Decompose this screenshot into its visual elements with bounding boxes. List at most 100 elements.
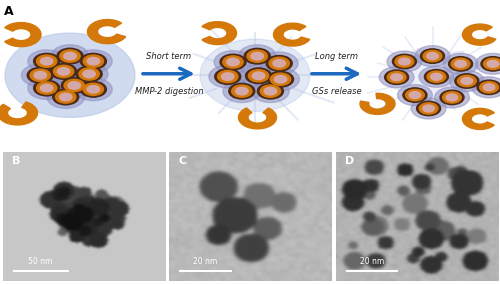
Wedge shape — [4, 23, 41, 47]
Circle shape — [416, 101, 440, 116]
Circle shape — [481, 57, 500, 71]
Text: 20 nm: 20 nm — [360, 257, 384, 266]
Circle shape — [58, 68, 70, 75]
Circle shape — [80, 53, 106, 69]
Circle shape — [222, 73, 234, 80]
Circle shape — [227, 58, 239, 66]
Circle shape — [443, 53, 478, 74]
Circle shape — [74, 50, 112, 72]
Circle shape — [80, 82, 106, 97]
Circle shape — [45, 60, 82, 83]
Circle shape — [273, 60, 285, 67]
Circle shape — [455, 74, 479, 88]
Circle shape — [64, 80, 84, 92]
Circle shape — [427, 71, 446, 82]
Wedge shape — [462, 24, 496, 45]
Circle shape — [64, 52, 76, 60]
Circle shape — [262, 68, 300, 91]
Circle shape — [209, 65, 246, 88]
Wedge shape — [360, 93, 395, 114]
Circle shape — [388, 72, 406, 83]
Circle shape — [34, 72, 46, 79]
Wedge shape — [202, 22, 236, 45]
Circle shape — [476, 53, 500, 74]
Circle shape — [403, 88, 427, 102]
Circle shape — [426, 53, 438, 60]
Circle shape — [484, 58, 500, 70]
Wedge shape — [462, 108, 494, 130]
Circle shape — [238, 45, 276, 68]
Circle shape — [391, 74, 402, 81]
Circle shape — [51, 45, 89, 67]
Text: 50 nm: 50 nm — [28, 257, 53, 266]
Circle shape — [264, 87, 276, 95]
Text: GSs release: GSs release — [312, 87, 362, 96]
Circle shape — [83, 55, 103, 67]
Text: C: C — [179, 156, 187, 166]
Circle shape — [448, 57, 472, 71]
Circle shape — [214, 51, 252, 73]
Circle shape — [451, 58, 470, 70]
Circle shape — [484, 84, 495, 91]
Circle shape — [251, 53, 264, 60]
Circle shape — [220, 54, 246, 70]
Wedge shape — [0, 102, 38, 125]
Circle shape — [36, 55, 57, 67]
Circle shape — [387, 51, 422, 72]
Circle shape — [480, 82, 498, 93]
Ellipse shape — [5, 33, 135, 117]
Circle shape — [223, 80, 260, 103]
Circle shape — [74, 78, 112, 101]
Circle shape — [56, 91, 76, 103]
Circle shape — [56, 74, 93, 97]
Circle shape — [252, 80, 289, 103]
Circle shape — [440, 90, 464, 105]
Circle shape — [472, 77, 500, 98]
Circle shape — [28, 50, 66, 72]
Circle shape — [398, 85, 432, 106]
Circle shape — [395, 56, 414, 67]
Circle shape — [260, 52, 298, 75]
Circle shape — [34, 80, 60, 96]
Circle shape — [27, 67, 53, 83]
Text: B: B — [12, 156, 20, 166]
Circle shape — [461, 78, 472, 84]
Circle shape — [384, 70, 408, 84]
Circle shape — [260, 85, 280, 97]
Circle shape — [455, 60, 466, 67]
Text: D: D — [345, 156, 354, 166]
Circle shape — [232, 85, 252, 97]
Circle shape — [430, 73, 442, 80]
Circle shape — [268, 71, 293, 87]
Circle shape — [218, 70, 238, 83]
Circle shape — [423, 105, 434, 112]
Circle shape — [415, 46, 450, 66]
Text: 20 nm: 20 nm — [194, 257, 218, 266]
Circle shape — [83, 83, 103, 95]
Circle shape — [30, 69, 50, 81]
Circle shape — [40, 84, 53, 92]
Wedge shape — [274, 23, 310, 46]
Circle shape — [419, 103, 438, 114]
Circle shape — [487, 60, 498, 67]
Circle shape — [423, 51, 442, 62]
Circle shape — [246, 68, 272, 83]
Circle shape — [40, 57, 53, 65]
Circle shape — [61, 78, 88, 93]
Circle shape — [223, 56, 243, 68]
Circle shape — [458, 75, 476, 87]
Circle shape — [34, 53, 60, 69]
Circle shape — [252, 72, 265, 80]
Circle shape — [398, 58, 410, 65]
Circle shape — [28, 77, 66, 99]
Circle shape — [446, 94, 458, 101]
Circle shape — [36, 82, 57, 94]
Circle shape — [240, 64, 278, 87]
Circle shape — [87, 85, 100, 93]
Circle shape — [236, 87, 248, 95]
Circle shape — [60, 50, 80, 62]
Circle shape — [54, 65, 74, 78]
Circle shape — [47, 86, 84, 108]
Text: Short term: Short term — [146, 52, 192, 61]
Ellipse shape — [200, 39, 310, 111]
